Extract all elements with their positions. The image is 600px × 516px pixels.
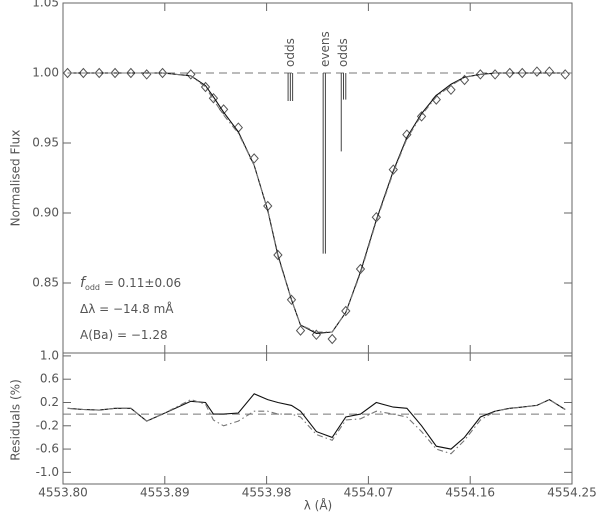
x-axis-label: λ (Å) [304, 498, 333, 513]
x-tick-label: 4554.16 [445, 486, 495, 500]
y-tick-label: 1.05 [32, 0, 59, 10]
y-tick-label: -1.0 [36, 465, 59, 479]
series-line [67, 393, 566, 450]
data-point [532, 66, 542, 77]
annotation: A(Ba) = −1.28 [80, 328, 168, 342]
x-tick-label: 4553.80 [38, 486, 88, 500]
data-point [295, 325, 306, 336]
y-tick-label: 0.90 [32, 206, 59, 220]
series-line [67, 398, 566, 455]
x-tick-label: 4554.07 [344, 486, 394, 500]
annotation-text: Δλ = −14.8 mÅ [80, 301, 174, 316]
plot-frame [62, 352, 573, 485]
annotation-text: A(Ba) = −1.28 [80, 328, 168, 342]
y-tick-label: -0.6 [36, 442, 59, 456]
data-point [186, 69, 196, 80]
y-tick-label: 0.85 [32, 276, 59, 290]
data-point [446, 84, 456, 96]
annotation-subscript: odd [85, 283, 100, 292]
data-point [142, 69, 152, 80]
y-axis-label: Normalised Flux [9, 130, 23, 227]
y-axis-label: Residuals (%) [9, 379, 23, 461]
x-tick-label: 4553.98 [242, 486, 292, 500]
isotope-label: odds [336, 38, 350, 67]
isotope-label: odds [283, 38, 297, 67]
y-tick-label: 1.00 [32, 66, 59, 80]
x-tick-label: 4553.89 [140, 486, 190, 500]
series-line [67, 72, 566, 333]
y-tick-label: 0.6 [40, 372, 59, 386]
y-tick-label: 1.0 [40, 348, 59, 362]
data-point [560, 69, 570, 80]
data-point [544, 66, 555, 77]
y-tick-label: 0.95 [32, 136, 59, 150]
data-point [327, 333, 337, 345]
isotope-label: evens [318, 31, 332, 67]
annotation: fodd = 0.11±0.06 [80, 275, 181, 292]
data-point [490, 69, 500, 80]
y-tick-label: -0.2 [36, 418, 59, 432]
data-point [416, 111, 427, 122]
annotation-symbol: f [80, 275, 87, 291]
annotation: Δλ = −14.8 mÅ [80, 301, 174, 316]
series-line [67, 72, 566, 334]
annotation-text: = 0.11±0.06 [100, 276, 181, 290]
y-tick-label: 0.2 [40, 395, 59, 409]
x-tick-label: 4554.25 [547, 486, 597, 500]
